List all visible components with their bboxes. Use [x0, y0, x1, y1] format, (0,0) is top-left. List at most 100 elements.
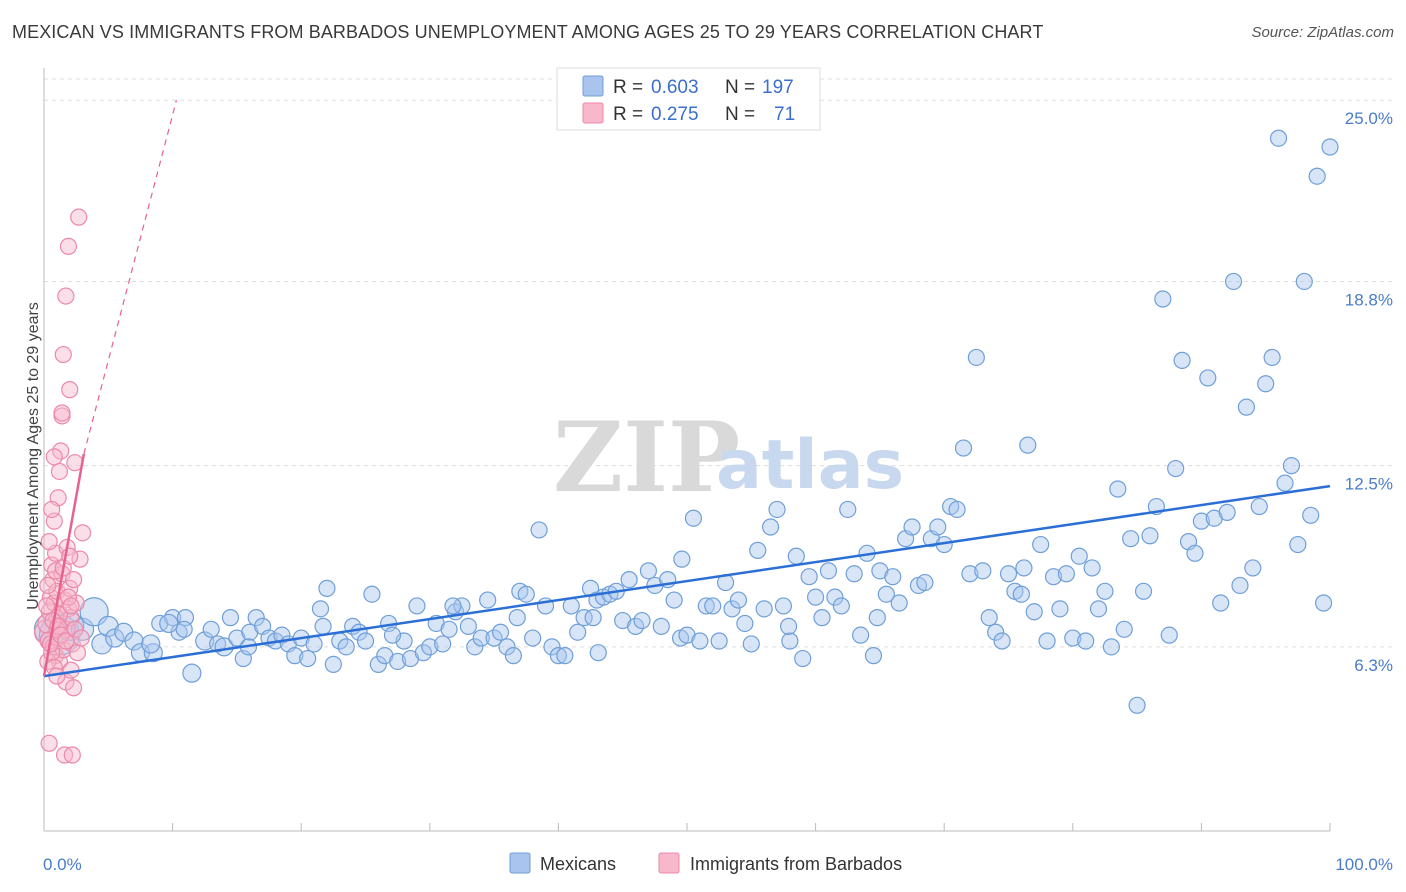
mexicans-point-51: [414, 644, 432, 662]
mexicans-point-181: [1250, 497, 1268, 516]
mexicans-point-146: [1025, 603, 1043, 621]
barbados-point-64: [64, 571, 83, 589]
mexicans-point-169: [1173, 351, 1191, 369]
mexicans-point-134: [948, 500, 966, 519]
mexicans-point-197: [589, 644, 607, 662]
mexicans-point-84: [626, 617, 645, 635]
barbados-point-61: [57, 632, 75, 650]
y-tick-label-2: 18.8%: [1345, 290, 1393, 309]
mexicans-point-121: [864, 647, 883, 665]
mexicans-point-135: [954, 439, 973, 457]
barbados-point-17: [50, 462, 69, 481]
mexicans-point-6: [97, 615, 119, 637]
barbados-point-69: [53, 404, 71, 422]
mexicans-point-188: [1295, 272, 1313, 291]
mexicans-point-148: [1038, 632, 1056, 650]
mexicans-point-201: [383, 626, 402, 644]
barbados-trend-line: [42, 453, 86, 677]
x-tick-labels: 0.0% 100.0%: [43, 855, 1393, 874]
mexicans-point-50: [408, 597, 426, 615]
mexicans-point-139: [980, 609, 998, 627]
mexicans-point-137: [967, 348, 985, 367]
mexicans-point-179: [1237, 398, 1256, 416]
x-tick-label-1: 100.0%: [1335, 855, 1393, 874]
barbados-point-33: [61, 579, 79, 597]
mexicans-point-192: [1321, 138, 1339, 156]
mexicans-point-34: [305, 635, 323, 653]
mexicans-point-196: [673, 550, 691, 568]
grid-lines: [44, 78, 1393, 648]
legend-swatch-mexicans-bottom: [509, 852, 531, 874]
mexicans-point-97: [710, 632, 728, 650]
barbados-point-38: [64, 679, 83, 697]
mexicans-point-35: [311, 600, 330, 618]
mexicans-point-69: [530, 521, 548, 539]
y-axis-label: Unemployment Among Ages 25 to 29 years: [25, 302, 42, 610]
mexicans-point-157: [1096, 582, 1114, 600]
mexicans-point-190: [1308, 167, 1326, 185]
mexicans-point-160: [1115, 620, 1133, 638]
mexicans-point-52: [421, 638, 439, 656]
mexicans-point-127: [903, 518, 921, 536]
barbados-point-46: [73, 524, 92, 542]
legend-r-value-1: 0.603: [651, 77, 699, 98]
mexicans-point-9: [124, 631, 144, 651]
barbados-point-43: [70, 208, 88, 226]
mexicans-point-205: [159, 613, 179, 634]
mexicans-point-72: [549, 647, 568, 665]
legend-n-label-2: N =: [725, 104, 755, 125]
mexicans-point-71: [543, 638, 561, 656]
mexicans-point-54: [434, 635, 452, 653]
mexicans-point-118: [845, 565, 863, 583]
source-credit: Source: ZipAtlas.com: [1251, 24, 1394, 41]
mexicans-point-177: [1224, 272, 1243, 291]
mexicans-point-114: [819, 562, 838, 580]
mexicans-point-154: [1077, 632, 1095, 650]
mexicans-point-171: [1186, 544, 1204, 562]
mexicans-point-25: [247, 609, 265, 627]
mexicans-point-124: [884, 568, 902, 586]
mexicans-point-151: [1057, 565, 1075, 583]
mexicans-point-68: [524, 629, 542, 647]
mexicans-point-74: [562, 597, 580, 615]
mexicans-point-42: [356, 632, 375, 650]
mexicans-point-147: [1032, 535, 1050, 554]
mexicans-point-95: [697, 597, 715, 615]
mexicans-point-176: [1218, 503, 1236, 521]
mexicans-point-159: [1109, 480, 1127, 498]
mexicans-point-123: [877, 585, 895, 603]
mexicans-point-101: [736, 614, 754, 633]
mexicans-point-103: [749, 541, 767, 559]
mexicans-point-83: [620, 571, 638, 589]
mexicans-point-110: [794, 649, 812, 668]
mexicans-point-73: [556, 647, 574, 665]
mexicans-point-75: [569, 623, 587, 641]
series-legend: Mexicans Immigrants from Barbados: [509, 852, 902, 874]
mexicans-point-166: [1154, 290, 1172, 308]
mexicans-point-158: [1102, 638, 1120, 656]
watermark: ZIP atlas: [553, 401, 904, 514]
mexicans-point-59: [466, 638, 484, 656]
mexicans-point-145: [1019, 436, 1037, 454]
watermark-atlas: atlas: [716, 426, 904, 505]
mexicans-point-194: [868, 609, 886, 627]
legend-label-barbados: Immigrants from Barbados: [690, 854, 902, 874]
mexicans-point-155: [1083, 559, 1101, 577]
mexicans-point-104: [755, 600, 773, 618]
barbados-point-65: [40, 734, 58, 752]
barbados-point-37: [63, 746, 81, 764]
mexicans-point-44: [369, 655, 387, 673]
mexicans-point-105: [761, 518, 780, 536]
mexicans-point-202: [314, 617, 332, 635]
mexicans-point-96: [704, 597, 722, 615]
watermark-zip: ZIP: [553, 401, 740, 514]
mexicans-point-16: [182, 663, 202, 683]
barbados-point-27: [57, 287, 75, 305]
mexicans-point-136: [961, 565, 979, 583]
mexicans-point-31: [286, 647, 304, 665]
mexicans-point-33: [299, 649, 317, 668]
mexicans-point-88: [652, 617, 670, 635]
mexicans-point-76: [575, 609, 593, 627]
barbados-trend-extension: [83, 100, 178, 455]
mexicans-point-106: [768, 500, 786, 519]
